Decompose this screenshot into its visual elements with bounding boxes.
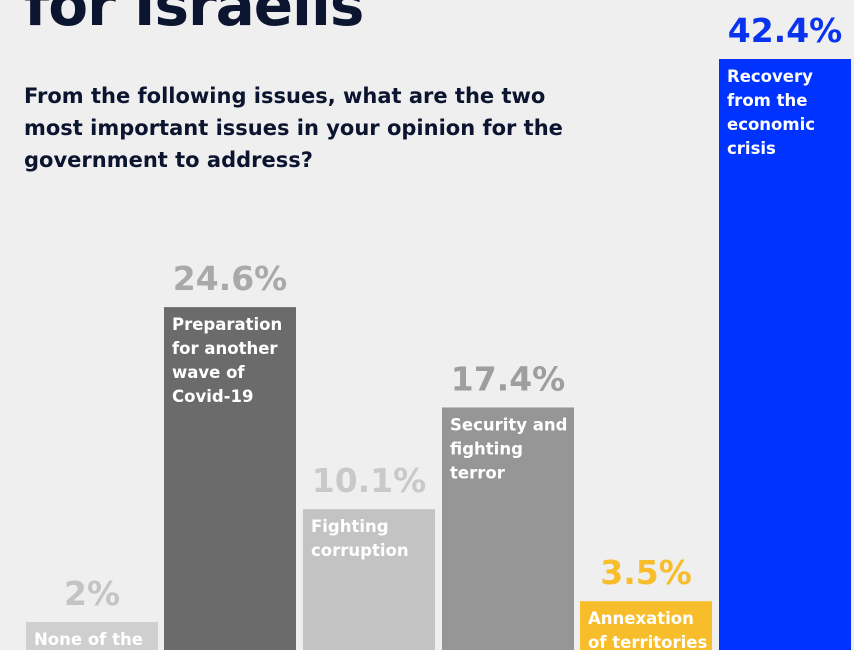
- bar-3: [303, 509, 435, 650]
- bar-label-2-line-4: Covid-19: [172, 387, 253, 406]
- bar-label-2-line-1: Preparation: [172, 315, 282, 334]
- bar-label-4-line-2: fighting: [450, 439, 523, 458]
- bar-label-5-line-2: of territories: [588, 633, 707, 650]
- chart-title: for Israelis: [24, 0, 364, 39]
- bar-label-2-line-3: wave of: [172, 363, 245, 382]
- chart-subtitle: From the following issues, what are the …: [24, 84, 563, 172]
- bar-label-5-line-1: Annexation: [588, 609, 694, 628]
- bar-5: [580, 601, 712, 650]
- bar-label-1-line-1: None of the: [34, 630, 143, 649]
- bar-label-6-line-3: economic: [727, 115, 815, 134]
- bar-label-6-line-4: crisis: [727, 139, 776, 158]
- bar-label-4-line-3: terror: [450, 463, 506, 482]
- bar-label-2-line-2: for another: [172, 339, 278, 358]
- bar-4: [442, 407, 574, 650]
- value-label-1: 2%: [64, 574, 120, 613]
- value-label-5: 3.5%: [600, 553, 692, 592]
- bar-1: [26, 622, 158, 650]
- value-label-3: 10.1%: [312, 461, 427, 500]
- bar-label-3-line-2: corruption: [311, 541, 409, 560]
- bar-label-6-line-1: Recovery: [727, 67, 813, 86]
- bar-label-3-line-1: Fighting: [311, 517, 389, 536]
- bar-6: [719, 59, 851, 650]
- bar-2: [164, 307, 296, 650]
- value-label-6: 42.4%: [728, 11, 843, 50]
- bar-label-6-line-2: from the: [727, 91, 807, 110]
- bar-label-4-line-1: Security and: [450, 415, 567, 434]
- value-label-2: 24.6%: [173, 259, 288, 298]
- value-label-4: 17.4%: [451, 359, 566, 398]
